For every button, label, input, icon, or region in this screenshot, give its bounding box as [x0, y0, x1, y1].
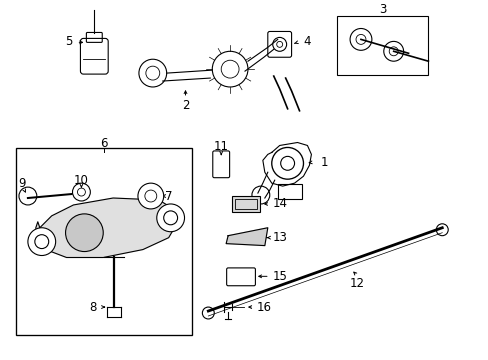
Bar — [277, 184, 301, 199]
Circle shape — [157, 204, 184, 232]
Text: 6: 6 — [100, 137, 108, 150]
Circle shape — [28, 228, 56, 256]
Text: 8: 8 — [89, 301, 97, 314]
Bar — [235, 199, 256, 209]
Text: 13: 13 — [272, 231, 286, 244]
Polygon shape — [225, 228, 267, 246]
Text: 15: 15 — [272, 270, 286, 283]
Bar — [232, 196, 259, 212]
Text: 2: 2 — [182, 99, 189, 112]
Circle shape — [202, 307, 214, 319]
Bar — [337, 15, 427, 75]
Text: 7: 7 — [164, 189, 172, 203]
Text: 4: 4 — [303, 35, 310, 48]
Text: 12: 12 — [349, 277, 364, 290]
Text: 9: 9 — [18, 177, 26, 190]
Text: 16: 16 — [256, 301, 271, 314]
Text: 1: 1 — [320, 156, 327, 169]
Bar — [16, 148, 192, 335]
Text: 10: 10 — [74, 174, 89, 187]
Circle shape — [435, 224, 447, 236]
Text: 14: 14 — [272, 198, 286, 211]
Text: 5: 5 — [65, 35, 72, 48]
Text: 11: 11 — [213, 140, 228, 153]
Text: 3: 3 — [378, 3, 386, 16]
Polygon shape — [36, 198, 178, 257]
Circle shape — [138, 183, 163, 209]
Circle shape — [65, 214, 103, 252]
